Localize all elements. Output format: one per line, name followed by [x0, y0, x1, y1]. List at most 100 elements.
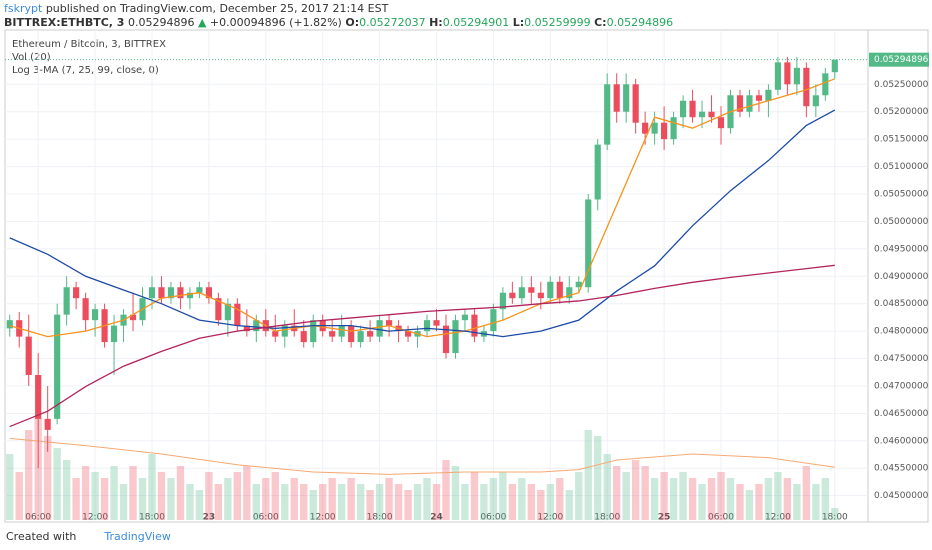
y-tick-label: 0.05100000 — [874, 162, 929, 172]
volume-bar — [736, 484, 744, 520]
x-tick-label: 06:00 — [480, 513, 506, 523]
volume-bar — [110, 466, 118, 520]
brand[interactable]: TradingView — [104, 530, 171, 543]
candle-body — [613, 84, 620, 112]
candle-body — [376, 320, 383, 337]
header: fskrypt published on TradingView.com, De… — [4, 2, 673, 30]
volume-bar — [157, 472, 166, 520]
y-tick-label: 0.04700000 — [874, 381, 929, 391]
volume-bar — [802, 466, 811, 520]
volume-bar — [556, 478, 564, 520]
candle-body — [63, 287, 70, 315]
x-tick-label: 12:00 — [310, 513, 336, 523]
y-tick-label: 0.04850000 — [874, 299, 929, 309]
volume-bar — [451, 466, 460, 520]
candle-body — [177, 287, 184, 299]
volume-bar — [129, 466, 137, 520]
y-tick-label: 0.05200000 — [874, 107, 929, 117]
legend-ma: Log 3-MA (7, 25, 99, close, 0) — [12, 65, 159, 76]
candle-body — [746, 95, 753, 112]
candle-body — [831, 59, 838, 73]
candle-body — [54, 314, 61, 419]
footer: Created with TradingView — [6, 530, 171, 543]
volume-bar — [575, 472, 583, 520]
volume-bar — [499, 472, 507, 520]
candle-body — [329, 331, 336, 337]
candle-body — [528, 287, 535, 293]
candle-body — [148, 287, 156, 299]
candle-body — [547, 281, 554, 299]
volume-bar — [584, 430, 592, 520]
candle-body — [537, 292, 544, 299]
volume-bar — [25, 430, 33, 520]
volume-bar — [385, 478, 393, 520]
moving-average — [9, 264, 835, 428]
candle-body — [499, 292, 506, 310]
candle-body — [281, 325, 288, 337]
volume-bar — [233, 472, 242, 520]
o-label: O: — [345, 16, 360, 29]
volume-bar — [707, 478, 716, 520]
volume-bar — [62, 460, 71, 520]
candle-body — [367, 331, 374, 337]
volume-bar — [195, 490, 204, 520]
volume-bar — [205, 472, 213, 520]
last: 0.05294896 — [127, 16, 195, 29]
volume-bar — [726, 478, 735, 520]
candle-body — [670, 117, 677, 140]
candle-body — [755, 95, 763, 101]
volume-bar — [243, 466, 251, 520]
volume-bar — [812, 484, 820, 520]
y-tick-label: 0.04600000 — [874, 436, 929, 446]
x-tick-label: 18:00 — [822, 513, 848, 523]
published: published on TradingView.com, December 2… — [45, 2, 389, 15]
volume-bar — [43, 436, 52, 520]
volume-bar — [281, 484, 289, 520]
volume-bar — [631, 460, 640, 520]
volume-bar — [214, 484, 223, 520]
volume-bar — [91, 472, 99, 520]
candle-body — [310, 320, 317, 343]
grid — [5, 30, 868, 522]
volume-bar — [783, 478, 792, 520]
author[interactable]: fskrypt — [4, 2, 43, 15]
volume-bar — [527, 484, 536, 520]
volume-bar — [669, 478, 678, 520]
last-price-box — [869, 52, 929, 67]
candle-body — [433, 320, 440, 326]
candle-body — [386, 320, 393, 326]
volume-bar — [138, 478, 147, 520]
y-tick-label: 0.04950000 — [874, 244, 929, 254]
volume-bar — [537, 490, 545, 520]
x-tick-label: 23 — [203, 513, 216, 523]
volume-bar — [489, 478, 498, 520]
volume-bar — [480, 484, 488, 520]
x-tick-label: 18:00 — [367, 513, 393, 523]
candle-body — [25, 336, 32, 376]
volume-bar — [356, 484, 365, 520]
legend-vol: Vol (20) — [12, 52, 51, 63]
candle-body — [679, 100, 687, 118]
candle-body — [167, 287, 175, 299]
volume-bar — [774, 472, 782, 520]
x-tick-label: 06:00 — [25, 513, 51, 523]
candle-body — [272, 331, 279, 337]
volume-bar — [688, 478, 697, 520]
candle-body — [556, 281, 563, 299]
candle-body — [661, 122, 668, 140]
candle-body — [205, 287, 212, 299]
volume-bar — [442, 460, 450, 520]
volume-bar — [565, 490, 573, 520]
candle-body — [604, 84, 611, 145]
y-tick-label: 0.05050000 — [874, 190, 929, 200]
candle-body — [6, 320, 13, 329]
candle-body — [803, 67, 810, 107]
volume-bar — [821, 478, 830, 520]
candle-body — [575, 281, 582, 288]
candle-body — [243, 325, 250, 332]
candle-body — [338, 325, 345, 337]
volume-bar — [300, 484, 308, 520]
volume-bar — [119, 484, 128, 520]
volume-bar — [650, 478, 659, 520]
